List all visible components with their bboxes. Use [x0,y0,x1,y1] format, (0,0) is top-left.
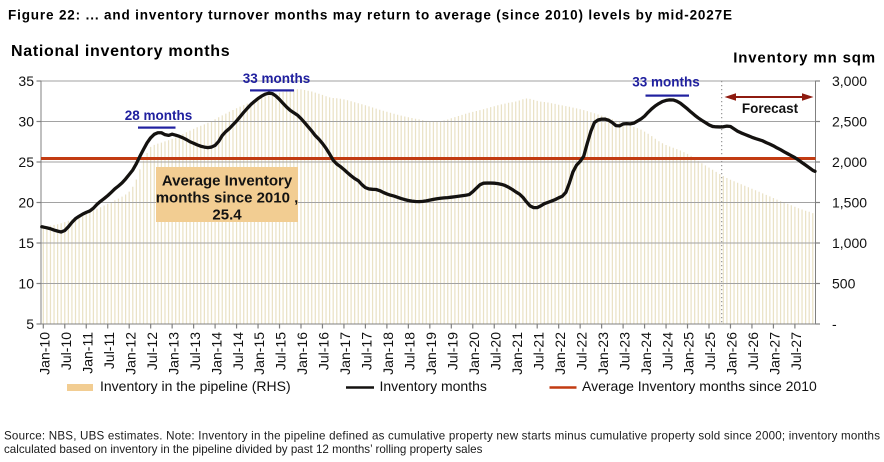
svg-text:33 months: 33 months [632,75,700,90]
svg-text:Jul-16: Jul-16 [316,332,332,370]
svg-text:10: 10 [18,275,34,291]
svg-text:calculated based on inventory: calculated based on inventory in the pip… [4,443,483,456]
svg-text:National inventory months: National inventory months [11,43,230,60]
svg-text:1,000: 1,000 [832,235,867,251]
svg-text:Average Inventory months since: Average Inventory months since 2010 [582,378,817,394]
svg-text:25.4: 25.4 [212,207,242,224]
svg-text:30: 30 [18,113,34,129]
svg-text:Jul-12: Jul-12 [144,332,160,370]
svg-text:Inventory in the pipeline (RHS: Inventory in the pipeline (RHS) [100,378,291,394]
svg-text:Inventory months: Inventory months [380,378,487,394]
svg-text:Jul-23: Jul-23 [616,332,632,370]
svg-text:Jul-17: Jul-17 [359,332,375,370]
svg-text:Jan-17: Jan-17 [337,332,353,375]
svg-text:Jan-20: Jan-20 [466,332,482,375]
svg-text:Jan-21: Jan-21 [509,332,525,375]
svg-text:Jan-15: Jan-15 [251,332,267,375]
svg-text:Jul-20: Jul-20 [487,332,503,370]
svg-text:20: 20 [18,194,34,210]
svg-text:Jan-25: Jan-25 [681,332,697,375]
svg-text:Jul-15: Jul-15 [273,332,289,370]
svg-text:25: 25 [18,154,34,170]
svg-text:33 months: 33 months [243,71,311,86]
svg-text:3,000: 3,000 [832,73,867,89]
svg-text:Jul-24: Jul-24 [659,332,675,370]
svg-text:Jan-12: Jan-12 [122,332,138,375]
svg-text:Jan-11: Jan-11 [79,332,95,374]
svg-text:Jan-19: Jan-19 [423,332,439,375]
svg-text:1,500: 1,500 [832,194,867,210]
svg-text:2,500: 2,500 [832,113,867,129]
svg-text:Jul-11: Jul-11 [101,332,117,369]
svg-text:5: 5 [26,316,34,332]
svg-text:Jan-14: Jan-14 [208,332,224,375]
svg-text:Jul-18: Jul-18 [402,332,418,370]
svg-text:35: 35 [18,73,34,89]
svg-text:Jan-13: Jan-13 [165,332,181,375]
svg-text:Figure 22: ... and inventory t: Figure 22: ... and inventory turnover mo… [8,8,733,23]
svg-text:Source: NBS, UBS estimates. No: Source: NBS, UBS estimates. Note: Invent… [4,429,880,442]
svg-text:Average Inventory: Average Inventory [162,173,293,190]
svg-text:Jul-21: Jul-21 [530,332,546,370]
svg-text:months since 2010 ,: months since 2010 , [156,190,299,207]
svg-text:Jan-27: Jan-27 [767,332,783,375]
svg-text:Jan-18: Jan-18 [380,332,396,375]
svg-text:Jul-14: Jul-14 [230,332,246,370]
svg-text:Jul-19: Jul-19 [445,332,461,370]
svg-text:Jul-22: Jul-22 [573,332,589,370]
svg-text:Jul-13: Jul-13 [187,332,203,370]
svg-text:Inventory mn sqm: Inventory mn sqm [733,50,876,67]
svg-text:Jan-16: Jan-16 [294,332,310,375]
svg-text:Jul-26: Jul-26 [745,332,761,370]
svg-text:Jul-10: Jul-10 [58,332,74,370]
svg-text:Jan-23: Jan-23 [595,332,611,375]
svg-text:Jan-26: Jan-26 [724,332,740,375]
svg-text:Jul-25: Jul-25 [702,332,718,370]
svg-text:Jan-22: Jan-22 [552,332,568,375]
svg-text:2,000: 2,000 [832,154,867,170]
svg-text:Forecast: Forecast [742,101,799,116]
svg-text:Jul-27: Jul-27 [788,332,804,370]
svg-text:Jan-24: Jan-24 [638,332,654,375]
svg-text:500: 500 [832,275,856,291]
svg-text:15: 15 [18,235,34,251]
svg-text:Jan-10: Jan-10 [37,332,53,375]
svg-text:-: - [832,316,837,332]
svg-text:28 months: 28 months [125,108,193,123]
